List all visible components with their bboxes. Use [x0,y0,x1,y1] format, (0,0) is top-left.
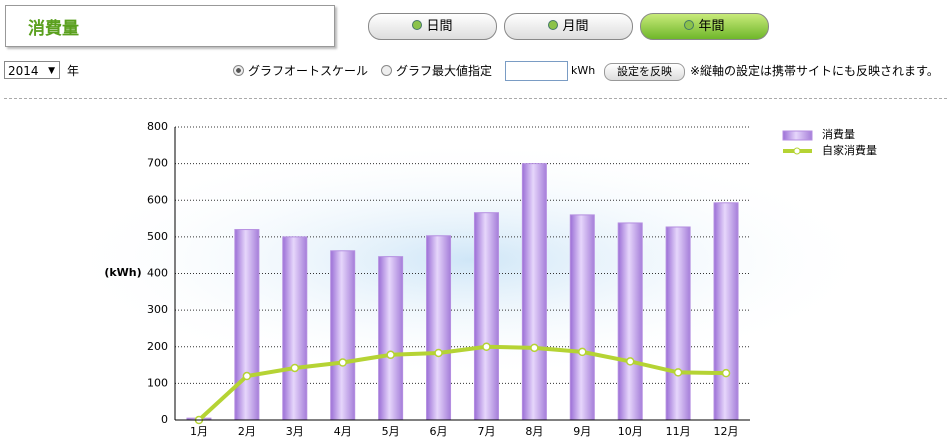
tab-label[interactable]: 年間 [698,19,725,34]
bar [378,256,404,421]
radio-auto[interactable]: グラフオートスケール [233,63,368,79]
x-tick-label: 11月 [666,425,691,438]
y-tick-label: 800 [147,120,168,133]
line-marker [721,368,731,378]
y-tick-label: 100 [147,376,168,389]
line [197,344,727,422]
x-tick-label: 8月 [525,425,543,438]
page-title: 消費量 [28,19,79,39]
line-marker [338,358,347,367]
y-tick-label: 200 [147,340,168,353]
y-tick-label: 600 [147,193,168,206]
max-input[interactable] [505,61,568,81]
legend-label: 消費量 [822,127,855,141]
tab[interactable]: 月間 [504,13,633,40]
legend-label: 自家消費量 [822,143,877,157]
line-marker [530,343,539,353]
radio-max[interactable]: グラフ最大値指定 [381,63,492,79]
y-tick-label: 500 [147,230,168,243]
background-glow [60,140,880,380]
radio-label[interactable]: グラフオートスケール [248,64,369,78]
line-marker [578,347,587,357]
y-tick-label: 300 [147,303,168,316]
x-tick-label: 3月 [286,425,304,438]
radio-label[interactable]: グラフ最大値指定 [396,64,493,78]
y-tick-label: 700 [147,157,168,170]
bar [282,236,308,421]
year-value[interactable]: 2014 [8,64,39,78]
line-marker [673,368,683,377]
line-marker [242,371,252,381]
x-tick-label: 7月 [477,425,495,438]
tab[interactable]: 日間 [368,13,497,40]
x-tick-label: 1月 [190,425,208,438]
x-tick-label: 12月 [714,425,739,438]
x-tick-label: 5月 [382,425,400,438]
year-select[interactable]: 2014 ▼ [4,61,60,79]
line-marker [434,348,443,358]
tab-label[interactable]: 日間 [426,19,453,34]
y-axis-label: (kWh) [104,266,141,279]
line-marker [386,350,395,360]
apply-button[interactable]: 設定を反映 [604,63,685,81]
bar [713,202,739,421]
divider [4,98,947,99]
tab[interactable]: 年間 [640,13,769,40]
x-tick-label: 10月 [618,425,643,438]
note: ※縦軸の設定は携帯サイトにも反映されます。 [690,64,939,78]
year-unit: 年 [67,64,80,78]
tab-label[interactable]: 月間 [562,19,589,34]
bar [330,250,356,421]
bar [234,229,260,421]
y-tick-label: 0 [161,413,168,426]
x-tick-label: 9月 [573,425,591,438]
bar [426,235,452,421]
bar [521,163,547,421]
apply-button-label[interactable]: 設定を反映 [617,65,672,78]
x-tick-label: 4月 [334,425,352,438]
line-marker [290,363,300,373]
bar [569,214,595,421]
legend-swatch [793,147,801,155]
title-box: 消費量 [5,5,335,47]
x-tick-label: 6月 [430,425,448,438]
legend-swatch [782,130,813,141]
unit-label: kWh [571,64,596,77]
y-tick-label: 400 [147,267,168,280]
bar [617,222,643,421]
line-marker [625,357,635,366]
line-marker [482,342,491,351]
x-tick-label: 2月 [238,425,256,438]
bar [473,212,499,421]
bar [665,226,691,421]
